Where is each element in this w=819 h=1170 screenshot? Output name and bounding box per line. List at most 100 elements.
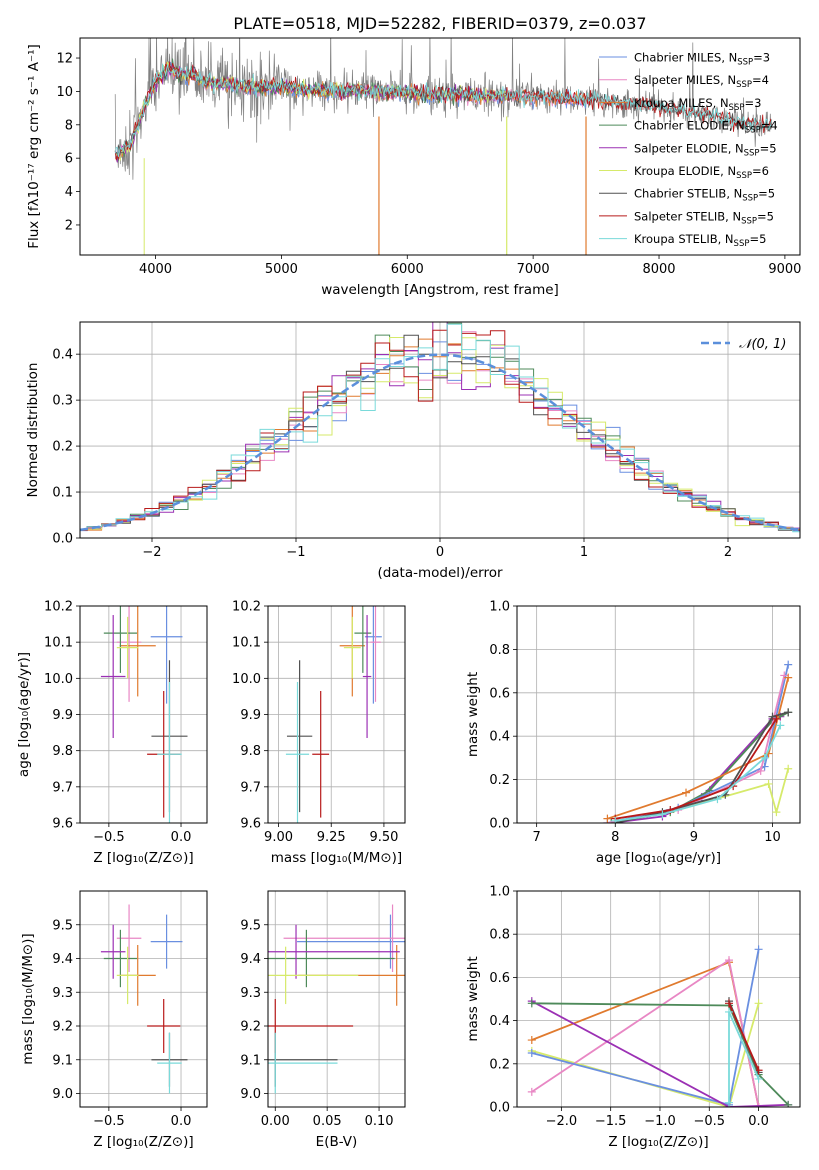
x-tick-label: 1	[580, 545, 588, 560]
x-tick-label: 9000	[768, 262, 801, 277]
mass-weight-marker	[754, 999, 763, 1008]
x-tick-label: 2	[724, 545, 732, 560]
x-tick-label: 10	[764, 830, 781, 845]
y-tick-label: 10.2	[232, 600, 261, 615]
legend-entry: Salpeter MILES, NSSP=4	[634, 73, 769, 90]
x-axis-label: E(B-V)	[316, 1134, 358, 1150]
mass-weight-marker	[754, 1066, 763, 1075]
mass-weight-line-salpeter-miles	[531, 958, 760, 1107]
mass-weight-line-salpeter-elodie	[611, 715, 781, 823]
mass-weight-marker	[776, 721, 785, 730]
mass-weight-marker	[784, 708, 793, 717]
x-tick-label: 7	[533, 830, 541, 845]
x-tick-label: 0	[436, 545, 444, 560]
x-axis-label: mass [log₁₀(M/M⊙)]	[271, 850, 402, 866]
mass-weight-marker	[725, 999, 734, 1008]
mass-weight-marker	[760, 753, 769, 762]
y-tick-label: 2	[65, 218, 73, 233]
mass-weight-marker	[756, 766, 765, 775]
x-axis-label: (data-model)/error	[377, 565, 503, 581]
legend-entry: Chabrier MILES, NSSP=3	[634, 51, 770, 68]
y-tick-label: 9.7	[240, 780, 261, 795]
y-tick-label: 9.9	[240, 708, 261, 723]
x-axis-label: wavelength [Angstrom, rest frame]	[321, 282, 559, 298]
x-tick-label: −0.5	[693, 1114, 725, 1129]
y-tick-label: 9.7	[52, 780, 73, 795]
x-tick-label: 0.0	[171, 1114, 192, 1129]
y-tick-label: 9.5	[240, 918, 261, 933]
x-tick-label: 8	[611, 830, 619, 845]
y-tick-label: 0.0	[52, 532, 73, 547]
mass-weight-marker	[682, 788, 691, 797]
y-tick-label: 12	[56, 52, 73, 67]
y-tick-label: 1.0	[489, 600, 510, 615]
legend-entry: Kroupa ELODIE, NSSP=6	[634, 164, 769, 181]
x-tick-label: 9	[690, 830, 698, 845]
y-tick-label: 10.1	[232, 636, 261, 651]
y-tick-label: 0.6	[489, 971, 510, 986]
mass-weight-line-salpeter-stelib	[728, 1002, 760, 1071]
y-axis-label: Flux [fλ10⁻¹⁷ erg cm⁻² s⁻¹ A⁻¹]	[26, 44, 42, 249]
mass-weight-marker	[764, 779, 773, 788]
mass-weight-marker	[784, 660, 793, 669]
mass-weight-marker	[527, 1036, 536, 1045]
legend-entry: Salpeter ELODIE, NSSP=5	[634, 141, 777, 158]
y-tick-label: 6	[65, 152, 73, 167]
y-tick-label: 0.2	[489, 1057, 510, 1072]
x-tick-label: 5000	[265, 262, 298, 277]
x-tick-label: 6000	[391, 262, 424, 277]
mass-weight-marker	[772, 714, 781, 723]
x-tick-label: 0.05	[313, 1114, 342, 1129]
legend-entry: 𝒩(0, 1)	[739, 337, 786, 352]
y-tick-label: 9.1	[52, 1053, 73, 1068]
mass-weight-marker	[754, 1074, 763, 1083]
residual-histogram-kroupa-miles	[80, 338, 800, 531]
residual-histogram-kroupa-stelib	[80, 323, 800, 533]
x-tick-label: −0.5	[93, 1114, 125, 1129]
y-tick-label: 1.0	[489, 885, 510, 900]
legend-entry: Chabrier ELODIE, NSSP=4	[634, 119, 778, 136]
residual-histogram-salpeter-elodie	[80, 322, 800, 530]
legend-entry: Kroupa MILES, NSSP=3	[634, 96, 761, 113]
y-tick-label: 9.2	[52, 1020, 73, 1035]
y-axis-label: age [log₁₀(age/yr)]	[16, 652, 32, 777]
x-tick-label: 9.50	[369, 830, 398, 845]
mass-weight-marker	[658, 810, 667, 819]
y-tick-label: 9.9	[52, 708, 73, 723]
mass-weight-marker	[527, 999, 536, 1008]
mass-weight-marker	[784, 673, 793, 682]
y-tick-label: 0.1	[52, 486, 73, 501]
normal-curve	[80, 353, 800, 532]
y-tick-label: 9.5	[52, 918, 73, 933]
x-axis-label: Z [log₁₀(Z/Z⊙)]	[93, 1134, 193, 1150]
x-tick-label: 7000	[517, 262, 550, 277]
y-tick-label: 9.2	[240, 1020, 261, 1035]
spectrum-title: PLATE=0518, MJD=52282, FIBERID=0379, z=0…	[233, 14, 646, 33]
y-tick-label: 0.2	[489, 773, 510, 788]
mass-weight-marker	[713, 795, 722, 804]
mass-weight-marker	[725, 1007, 734, 1016]
legend-entry: Chabrier STELIB, NSSP=5	[634, 187, 775, 204]
x-tick-label: 9.25	[317, 830, 346, 845]
y-tick-label: 9.6	[52, 817, 73, 832]
mass-weight-marker	[725, 956, 734, 965]
y-tick-label: 0.3	[52, 394, 73, 409]
mass-weight-marker	[754, 1103, 763, 1107]
y-tick-label: 0.4	[489, 1014, 510, 1029]
model-spectrum-kroupa-stelib	[114, 63, 773, 158]
y-tick-label: 9.6	[240, 817, 261, 832]
x-tick-label: 9.00	[264, 830, 293, 845]
mass-weight-line-chabrier-elodie	[531, 1002, 789, 1106]
model-spectrum-salpeter-stelib	[114, 61, 773, 161]
legend-entry: Kroupa STELIB, NSSP=5	[634, 232, 766, 249]
y-axis-label: mass weight	[465, 956, 481, 1041]
mass-weight-line-kroupa-miles	[531, 961, 760, 1107]
y-tick-label: 0.2	[52, 440, 73, 455]
axes-frame	[79, 605, 208, 824]
x-axis-label: Z [log₁₀(Z/Z⊙)]	[93, 850, 193, 866]
mass-weight-marker	[527, 1087, 536, 1096]
axes-frame	[267, 890, 406, 1108]
y-axis-label: mass weight	[465, 672, 481, 757]
y-tick-label: 9.3	[240, 986, 261, 1001]
